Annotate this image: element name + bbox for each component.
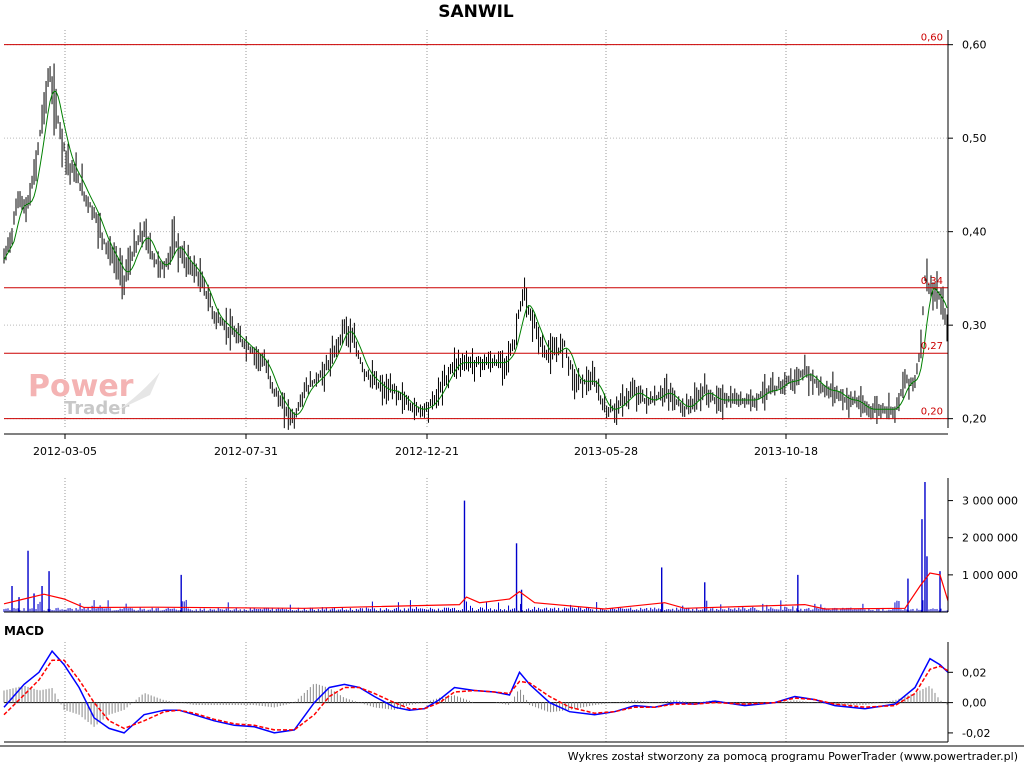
macd-ytick-label-2: -0,02 <box>962 727 990 740</box>
macd-line <box>3 649 949 734</box>
volume-ytick-label-0: 3 000 000 <box>962 495 1018 508</box>
price-moving-average <box>3 90 948 416</box>
price-ytick-label-2: 0,40 <box>962 226 987 239</box>
price-xtick-label-2: 2012-12-21 <box>395 445 459 458</box>
price-ytick-label-1: 0,50 <box>962 132 987 145</box>
volume-bars <box>3 482 948 612</box>
watermark-trader: Trader <box>64 398 129 419</box>
volume-ytick-label-2: 1 000 000 <box>962 569 1018 582</box>
level-label-1: 0,34 <box>921 276 943 287</box>
level-label-3: 0,20 <box>921 407 943 418</box>
price-xtick-label-1: 2012-07-31 <box>214 445 278 458</box>
macd-histogram <box>3 683 948 727</box>
footer-credit: Wykres został stworzony za pomocą progra… <box>567 750 1018 763</box>
watermark-swoosh <box>118 372 160 410</box>
price-ytick-label-4: 0,20 <box>962 413 987 426</box>
price-xtick-label-4: 2013-10-18 <box>754 445 818 458</box>
macd-label: MACD <box>4 624 44 638</box>
macd-ytick-label-1: 0,00 <box>962 697 987 710</box>
level-label-0: 0,60 <box>921 33 943 44</box>
price-ytick-label-3: 0,30 <box>962 319 987 332</box>
watermark-power: Power <box>28 369 134 404</box>
level-label-2: 0,27 <box>921 341 943 352</box>
volume-moving-average <box>3 572 949 610</box>
chart-title: SANWIL <box>438 2 514 22</box>
price-xtick-label-3: 2013-05-28 <box>574 445 638 458</box>
volume-ytick-label-1: 2 000 000 <box>962 532 1018 545</box>
macd-ytick-label-0: 0,02 <box>962 666 987 679</box>
price-bars <box>3 63 948 430</box>
price-xtick-label-0: 2012-03-05 <box>33 445 97 458</box>
price-ytick-label-0: 0,60 <box>962 39 987 52</box>
